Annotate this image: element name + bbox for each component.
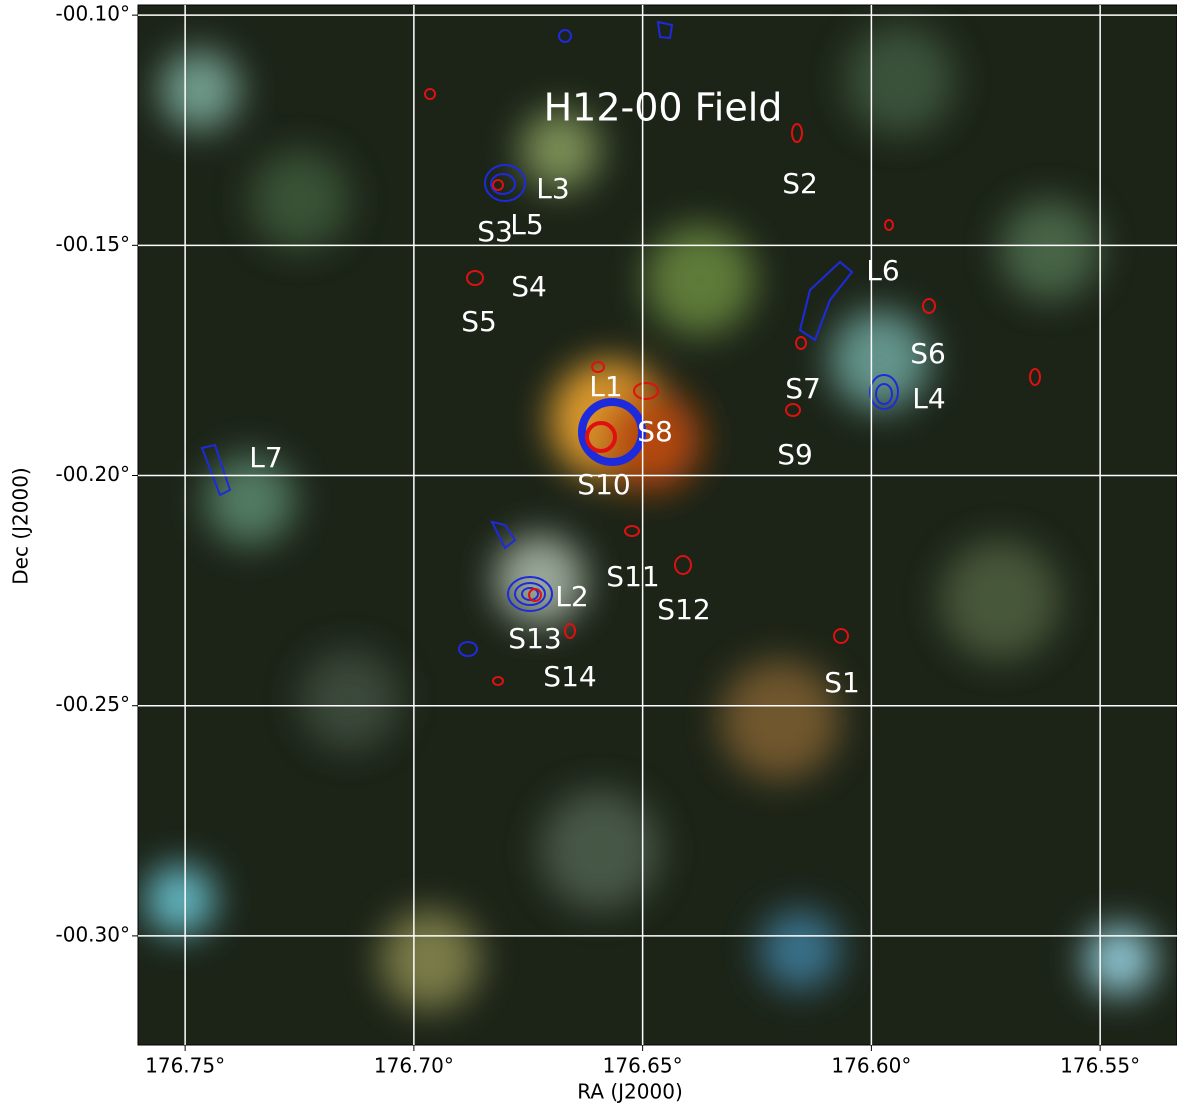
x-tick-label: 176.65° — [603, 1054, 683, 1078]
source-label: S4 — [511, 270, 547, 303]
y-axis-label: Dec (J2000) — [9, 467, 33, 584]
y-tick-label: -00.15° — [56, 232, 130, 256]
y-tick-label: -00.20° — [56, 462, 130, 486]
x-tick-label: 176.70° — [374, 1054, 454, 1078]
source-label: S13 — [508, 622, 561, 655]
source-label: S1 — [824, 666, 860, 699]
source-label: S2 — [782, 167, 818, 200]
x-tick-label: 176.75° — [145, 1054, 225, 1078]
y-tick-label: -00.30° — [56, 922, 130, 946]
source-label: L1 — [589, 370, 622, 403]
axes-frame — [137, 4, 1177, 1046]
y-tick-label: -00.10° — [56, 2, 130, 26]
source-label: S6 — [910, 337, 946, 370]
source-label: S3 — [477, 215, 513, 248]
x-tick-label: 176.60° — [831, 1054, 911, 1078]
sky-image — [138, 5, 1177, 1045]
source-label: S10 — [577, 468, 630, 501]
chart-title: H12-00 Field — [544, 86, 783, 130]
source-label: S7 — [785, 372, 821, 405]
source-label: S9 — [777, 438, 813, 471]
source-label: L4 — [912, 382, 945, 415]
source-label: L2 — [555, 580, 588, 613]
source-label: S14 — [543, 660, 596, 693]
source-label: S5 — [461, 305, 497, 338]
source-label: S11 — [606, 560, 659, 593]
source-label: L6 — [866, 254, 899, 287]
x-tick-label: 176.55° — [1060, 1054, 1140, 1078]
source-label: S8 — [637, 415, 673, 448]
source-label: L5 — [510, 208, 543, 241]
contours-red — [424, 88, 1041, 686]
source-label: S12 — [657, 593, 710, 626]
source-label: L7 — [249, 441, 282, 474]
y-tick-label: -00.25° — [56, 692, 130, 716]
x-axis-label: RA (J2000) — [577, 1080, 683, 1104]
source-label: L3 — [536, 172, 569, 205]
